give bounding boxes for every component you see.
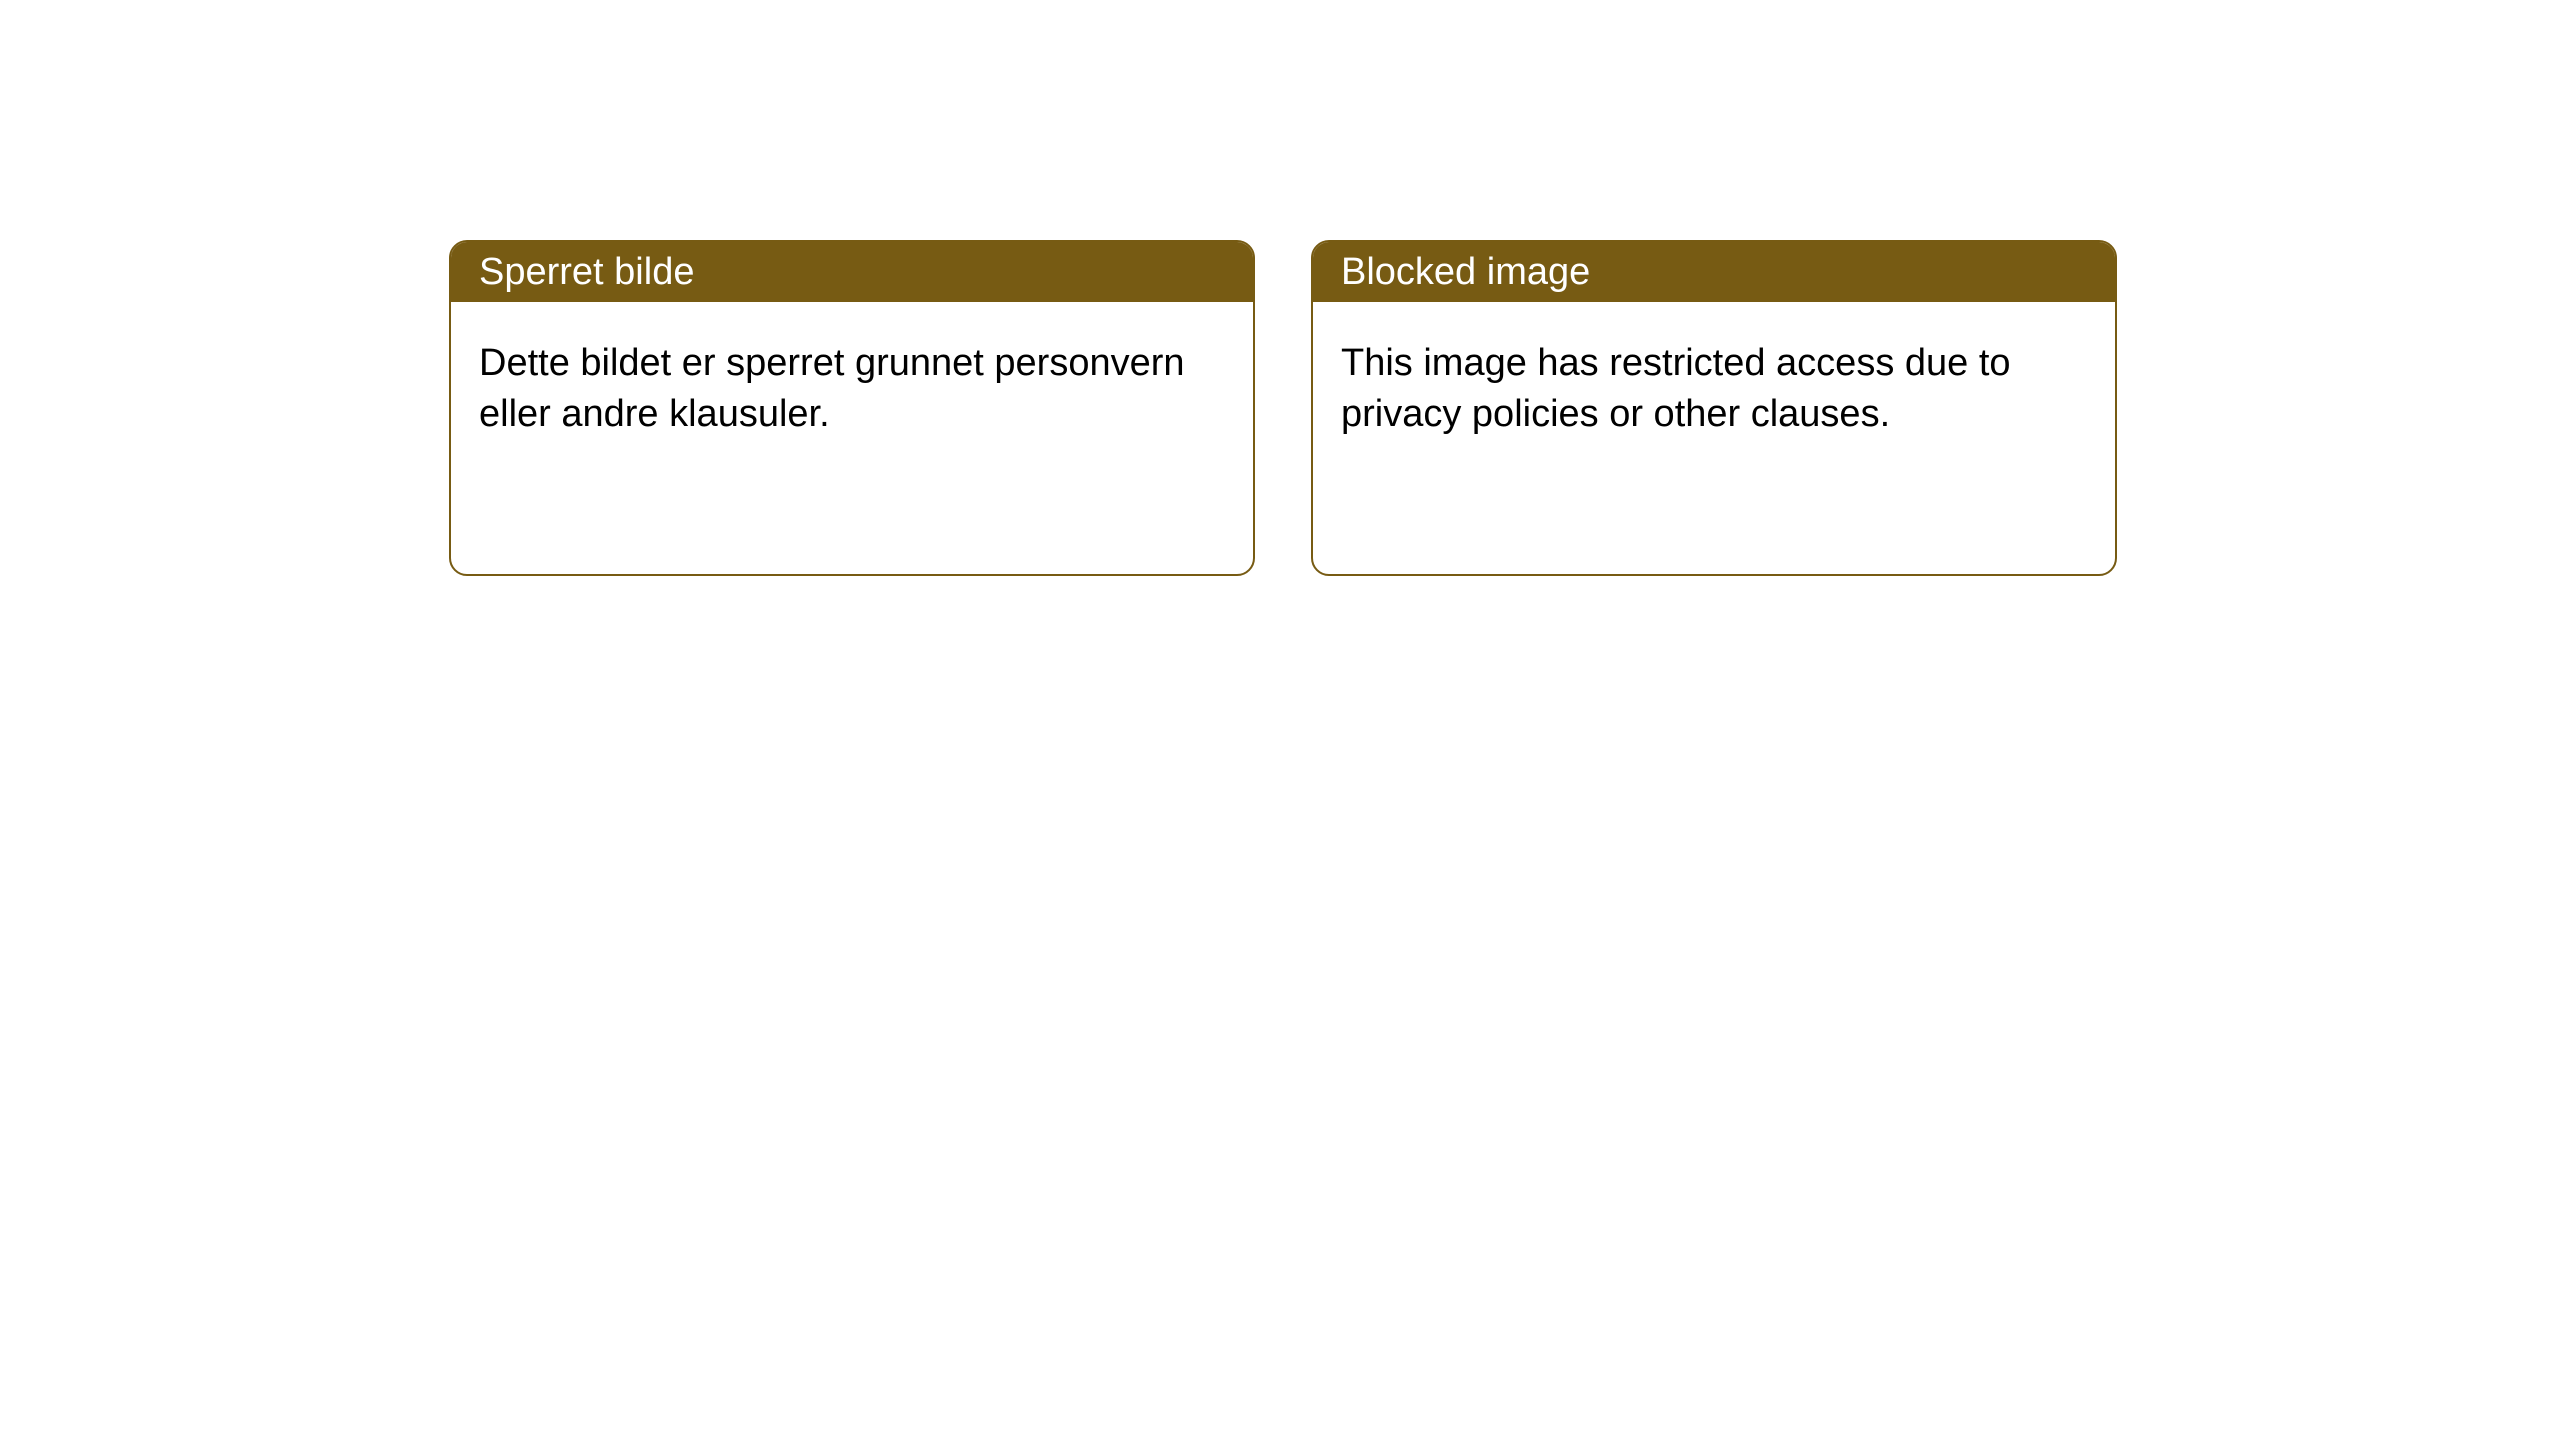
notice-title: Blocked image [1341, 251, 1590, 294]
notice-title: Sperret bilde [479, 251, 694, 294]
notice-card-norwegian: Sperret bilde Dette bildet er sperret gr… [449, 240, 1255, 576]
notice-header: Sperret bilde [451, 242, 1253, 302]
notice-message: Dette bildet er sperret grunnet personve… [479, 342, 1185, 435]
notice-body: This image has restricted access due to … [1313, 302, 2115, 477]
notice-message: This image has restricted access due to … [1341, 342, 2011, 435]
notice-header: Blocked image [1313, 242, 2115, 302]
notice-card-english: Blocked image This image has restricted … [1311, 240, 2117, 576]
notice-container: Sperret bilde Dette bildet er sperret gr… [0, 0, 2560, 576]
notice-body: Dette bildet er sperret grunnet personve… [451, 302, 1253, 477]
